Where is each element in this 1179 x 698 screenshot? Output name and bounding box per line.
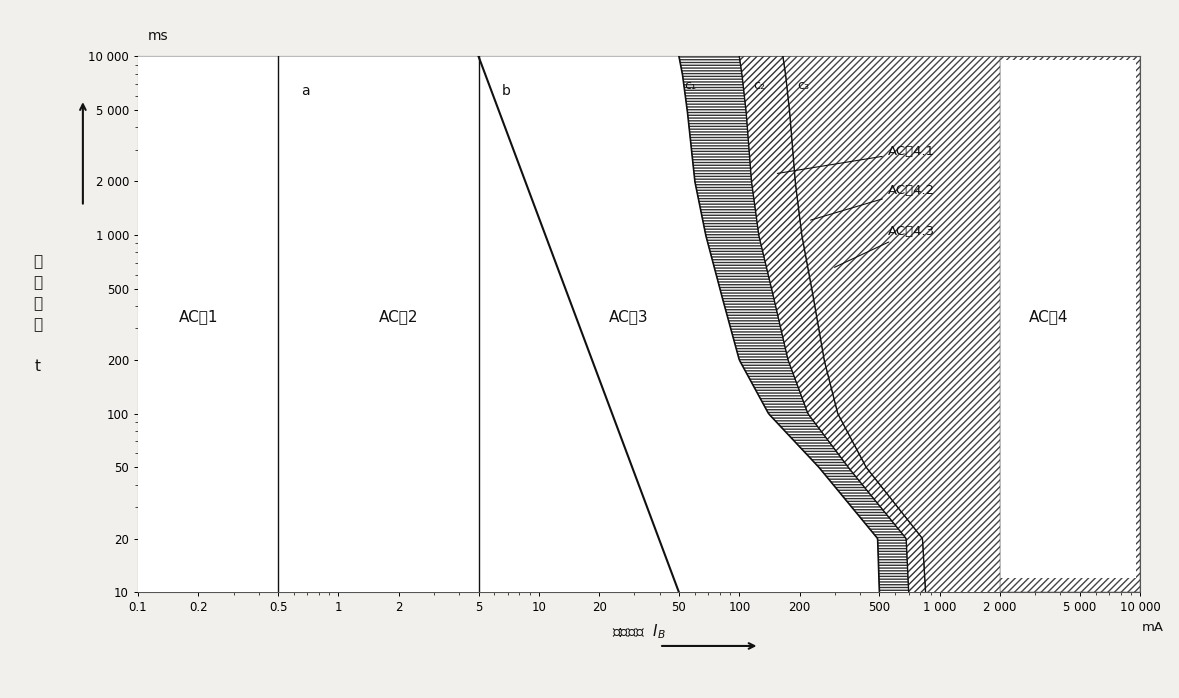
Text: AC－4.2: AC－4.2 bbox=[811, 184, 935, 220]
Text: AC－2: AC－2 bbox=[378, 309, 419, 324]
Polygon shape bbox=[944, 60, 1135, 578]
Text: a: a bbox=[301, 84, 310, 98]
Polygon shape bbox=[880, 57, 1140, 593]
Text: b: b bbox=[501, 84, 511, 98]
Polygon shape bbox=[739, 57, 926, 593]
Text: AC－4.3: AC－4.3 bbox=[835, 225, 935, 267]
Text: AC－1: AC－1 bbox=[178, 309, 218, 324]
Text: AC－3: AC－3 bbox=[608, 309, 648, 324]
Text: c₃: c₃ bbox=[797, 79, 810, 91]
Text: ms: ms bbox=[149, 29, 169, 43]
Text: c₁: c₁ bbox=[684, 79, 696, 91]
Polygon shape bbox=[679, 57, 909, 593]
Text: AC－4: AC－4 bbox=[1029, 309, 1068, 324]
Text: AC－4.1: AC－4.1 bbox=[777, 145, 935, 173]
Polygon shape bbox=[783, 57, 1000, 593]
Text: c₂: c₂ bbox=[753, 79, 765, 91]
Text: 통
전
시
간

t: 통 전 시 간 t bbox=[33, 254, 42, 374]
Polygon shape bbox=[679, 57, 1140, 593]
X-axis label: 인체전류  $I_B$: 인체전류 $I_B$ bbox=[612, 623, 666, 641]
Polygon shape bbox=[138, 57, 880, 593]
Text: mA: mA bbox=[1142, 621, 1164, 634]
